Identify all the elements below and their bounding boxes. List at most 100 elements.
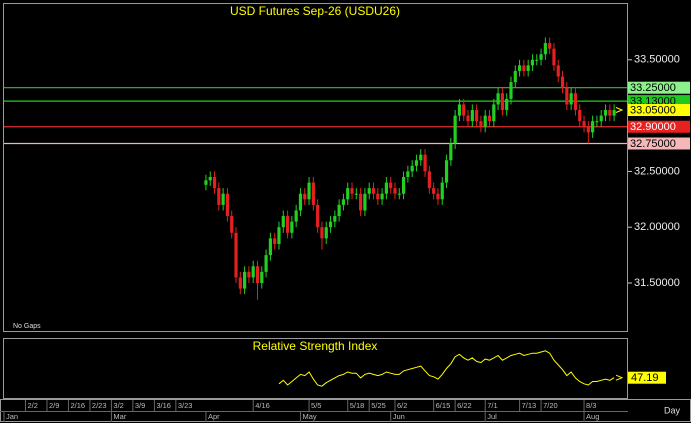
candle-body — [255, 266, 260, 284]
month-tick-label: Jun — [393, 412, 405, 421]
candle-body — [414, 160, 419, 166]
rsi-last-arrow — [615, 374, 624, 381]
candle-body — [346, 188, 350, 200]
candle-body — [432, 188, 436, 194]
candle-body — [260, 271, 264, 284]
y-tick-label: 31.50000 — [634, 277, 680, 289]
candle-body — [230, 216, 234, 233]
candle-body — [234, 232, 238, 278]
level-label-bg — [628, 137, 690, 150]
x-unit: Day — [664, 405, 681, 415]
candle-body — [449, 143, 453, 161]
candle-body — [565, 87, 569, 105]
candle-body — [509, 82, 513, 99]
x-tick-label: 4/16 — [255, 401, 270, 410]
candle-body — [470, 110, 474, 122]
gap-note: No Gaps — [13, 323, 41, 330]
x-tick-label: 3/23 — [178, 401, 193, 410]
candle-body — [548, 43, 552, 49]
candle-body — [290, 221, 294, 233]
candle-body — [573, 93, 578, 111]
candle-body — [440, 182, 444, 200]
candle-body — [410, 165, 414, 172]
candle-body — [419, 154, 423, 161]
candle-body — [406, 171, 410, 177]
candle-body — [376, 193, 380, 200]
candle-body — [294, 210, 298, 222]
candle-body — [307, 182, 311, 200]
x-tick-label: 6/15 — [436, 401, 451, 410]
level-label: 32.75000 — [630, 138, 676, 150]
last-price-bg — [628, 104, 690, 117]
candle-body — [603, 110, 608, 116]
candle-body — [311, 182, 315, 205]
candle-body — [277, 227, 281, 244]
month-tick-label: Apr — [208, 412, 220, 421]
candle-body — [560, 76, 565, 88]
level-label-bg — [628, 81, 690, 94]
rsi-line — [278, 350, 615, 387]
candle-body — [496, 93, 500, 105]
candle-body — [513, 70, 517, 83]
candle-body — [586, 126, 590, 133]
candle-body — [556, 65, 560, 77]
x-tick-label: 5/5 — [311, 401, 321, 410]
candle-body — [389, 182, 393, 189]
month-tick-label: Jul — [487, 412, 497, 421]
candle-body — [517, 65, 522, 71]
x-tick-label: 2/2 — [27, 401, 37, 410]
x-tick-label: 5/18 — [350, 401, 365, 410]
x-tick-label: 7/13 — [522, 401, 537, 410]
candle-body — [384, 182, 388, 194]
candle-body — [316, 204, 320, 228]
rsi-title: Relative Strength Index — [253, 339, 378, 353]
candle-body — [436, 193, 440, 200]
candle-body — [221, 193, 225, 205]
x-tick-label: 3/16 — [156, 401, 171, 410]
candle-body — [535, 59, 539, 61]
candle-body — [505, 98, 509, 111]
candle-body — [599, 115, 603, 122]
x-tick-label: 5/25 — [371, 401, 386, 410]
candle-body — [591, 121, 595, 133]
candle-body — [243, 271, 247, 289]
candle-body — [401, 176, 406, 194]
candle-body — [539, 54, 543, 60]
y-tick-label: 32.00000 — [634, 221, 680, 233]
candle-body — [453, 115, 457, 144]
candle-body — [582, 121, 586, 127]
candle-body — [530, 59, 535, 66]
candle-body — [380, 193, 384, 200]
candle-body — [367, 188, 371, 194]
level-label: 33.25000 — [630, 82, 676, 94]
candle-body — [612, 110, 616, 116]
x-tick-label: 8/3 — [586, 401, 596, 410]
x-tick-label: 2/9 — [49, 401, 59, 410]
candle-body — [217, 188, 221, 205]
candle-body — [397, 193, 401, 195]
candle-body — [371, 188, 376, 194]
candle-body — [543, 43, 547, 55]
candle-body — [328, 221, 333, 228]
candle-body — [208, 176, 212, 181]
y-tick-label: 32.50000 — [634, 165, 680, 177]
x-tick-label: 7/1 — [487, 401, 497, 410]
candle-body — [427, 171, 431, 189]
candle-body — [320, 227, 324, 239]
candle-body — [492, 104, 496, 122]
price-panel — [3, 3, 628, 332]
x-tick-label: 6/22 — [457, 401, 472, 410]
candle-body — [264, 255, 268, 272]
rsi-last-label: 47.19 — [631, 372, 659, 384]
month-tick-label: Jan — [6, 412, 18, 421]
candle-body — [225, 193, 230, 217]
candle-body — [608, 110, 612, 116]
candle-body — [526, 65, 530, 71]
candle-body — [337, 204, 341, 217]
candle-body — [247, 271, 251, 278]
candle-body — [333, 216, 337, 222]
y-tick-label: 33.50000 — [634, 54, 680, 66]
candle-body — [238, 277, 242, 289]
